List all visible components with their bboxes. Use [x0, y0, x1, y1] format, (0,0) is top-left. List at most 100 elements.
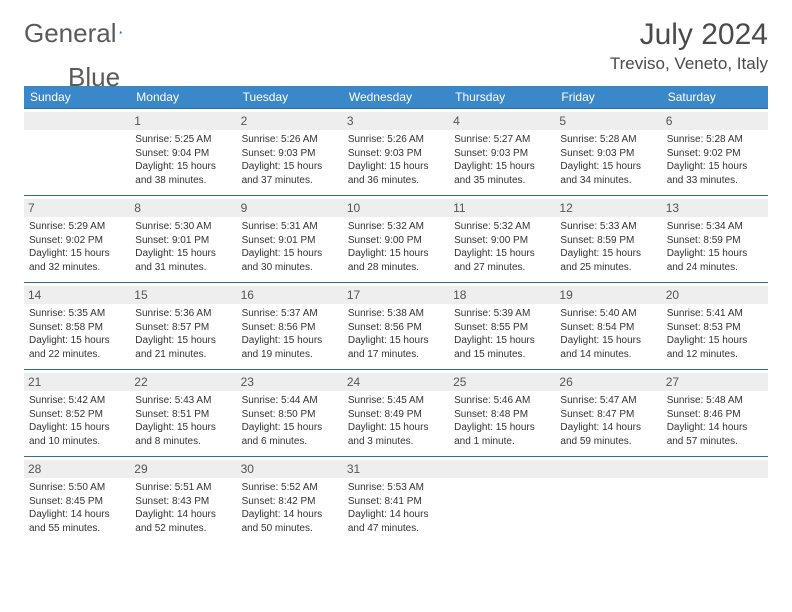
calendar-table: SundayMondayTuesdayWednesdayThursdayFrid…: [24, 86, 768, 543]
day-info: Sunrise: 5:45 AMSunset: 8:49 PMDaylight:…: [348, 394, 444, 448]
day-number: 18: [449, 286, 555, 304]
day-info: Sunrise: 5:32 AMSunset: 9:00 PMDaylight:…: [348, 220, 444, 274]
day-info: Sunrise: 5:53 AMSunset: 8:41 PMDaylight:…: [348, 481, 444, 535]
day-number: 1: [130, 112, 236, 130]
day-number: 14: [24, 286, 130, 304]
calendar-cell: 8Sunrise: 5:30 AMSunset: 9:01 PMDaylight…: [130, 196, 236, 283]
day-number: 6: [662, 112, 768, 130]
day-number: 3: [343, 112, 449, 130]
day-info: Sunrise: 5:35 AMSunset: 8:58 PMDaylight:…: [29, 307, 125, 361]
calendar-cell: [449, 457, 555, 544]
calendar-cell: 6 Sunrise: 5:28 AMSunset: 9:02 PMDaylight…: [662, 109, 768, 196]
day-number: 13: [662, 199, 768, 217]
calendar-cell: 10Sunrise: 5:32 AMSunset: 9:00 PMDayligh…: [343, 196, 449, 283]
day-info: Sunrise: 5:52 AMSunset: 8:42 PMDaylight:…: [242, 481, 338, 535]
calendar-cell: 22Sunrise: 5:43 AMSunset: 8:51 PMDayligh…: [130, 370, 236, 457]
logo-sail-icon: [119, 21, 123, 43]
calendar-cell: [24, 109, 130, 196]
calendar-cell: 21Sunrise: 5:42 AMSunset: 8:52 PMDayligh…: [24, 370, 130, 457]
calendar-week-row: 1Sunrise: 5:25 AMSunset: 9:04 PMDaylight…: [24, 109, 768, 196]
calendar-cell: 5 Sunrise: 5:28 AMSunset: 9:03 PMDaylight…: [555, 109, 661, 196]
calendar-cell: 16Sunrise: 5:37 AMSunset: 8:56 PMDayligh…: [237, 283, 343, 370]
calendar-week-row: 7 Sunrise: 5:29 AMSunset: 9:02 PMDaylight…: [24, 196, 768, 283]
empty-day: [24, 112, 130, 130]
calendar-week-row: 28 Sunrise: 5:50 AMSunset: 8:45 PMDayligh…: [24, 457, 768, 544]
day-number: 8: [130, 199, 236, 217]
calendar-week-row: 14 Sunrise: 5:35 AMSunset: 8:58 PMDayligh…: [24, 283, 768, 370]
calendar-cell: 25Sunrise: 5:46 AMSunset: 8:48 PMDayligh…: [449, 370, 555, 457]
day-header: Tuesday: [237, 86, 343, 109]
day-info: Sunrise: 5:43 AMSunset: 8:51 PMDaylight:…: [135, 394, 231, 448]
day-header: Saturday: [662, 86, 768, 109]
calendar-cell: 29 Sunrise: 5:51 AMSunset: 8:43 PMDayligh…: [130, 457, 236, 544]
calendar-cell: 31 Sunrise: 5:53 AMSunset: 8:41 PMDayligh…: [343, 457, 449, 544]
calendar-cell: 17 Sunrise: 5:38 AMSunset: 8:56 PMDayligh…: [343, 283, 449, 370]
day-number: 28: [24, 460, 130, 478]
day-header: Monday: [130, 86, 236, 109]
day-info: Sunrise: 5:26 AMSunset: 9:03 PMDaylight:…: [242, 133, 338, 187]
title-block: July 2024 Treviso, Veneto, Italy: [610, 18, 768, 74]
day-header: Friday: [555, 86, 661, 109]
day-number: 19: [555, 286, 661, 304]
logo-text-general: General: [24, 18, 117, 49]
calendar-cell: 7 Sunrise: 5:29 AMSunset: 9:02 PMDaylight…: [24, 196, 130, 283]
day-info: Sunrise: 5:27 AMSunset: 9:03 PMDaylight:…: [454, 133, 550, 187]
day-info: Sunrise: 5:48 AMSunset: 8:46 PMDaylight:…: [667, 394, 763, 448]
day-info: Sunrise: 5:36 AMSunset: 8:57 PMDaylight:…: [135, 307, 231, 361]
empty-day: [449, 460, 555, 478]
day-info: Sunrise: 5:51 AMSunset: 8:43 PMDaylight:…: [135, 481, 231, 535]
calendar-cell: 11Sunrise: 5:32 AMSunset: 9:00 PMDayligh…: [449, 196, 555, 283]
calendar-cell: 26 Sunrise: 5:47 AMSunset: 8:47 PMDayligh…: [555, 370, 661, 457]
calendar-cell: [555, 457, 661, 544]
calendar-cell: 28 Sunrise: 5:50 AMSunset: 8:45 PMDayligh…: [24, 457, 130, 544]
day-number: 4: [449, 112, 555, 130]
calendar-body: 1Sunrise: 5:25 AMSunset: 9:04 PMDaylight…: [24, 109, 768, 544]
day-number: 21: [24, 373, 130, 391]
day-number: 27: [662, 373, 768, 391]
calendar-header-row: SundayMondayTuesdayWednesdayThursdayFrid…: [24, 86, 768, 109]
calendar-cell: 15 Sunrise: 5:36 AMSunset: 8:57 PMDayligh…: [130, 283, 236, 370]
calendar-cell: 13Sunrise: 5:34 AMSunset: 8:59 PMDayligh…: [662, 196, 768, 283]
day-number: 9: [237, 199, 343, 217]
day-number: 2: [237, 112, 343, 130]
day-info: Sunrise: 5:38 AMSunset: 8:56 PMDaylight:…: [348, 307, 444, 361]
day-info: Sunrise: 5:28 AMSunset: 9:02 PMDaylight:…: [667, 133, 763, 187]
day-info: Sunrise: 5:28 AMSunset: 9:03 PMDaylight:…: [560, 133, 656, 187]
day-number: 29: [130, 460, 236, 478]
day-info: Sunrise: 5:50 AMSunset: 8:45 PMDaylight:…: [29, 481, 125, 535]
day-number: 5: [555, 112, 661, 130]
day-number: 24: [343, 373, 449, 391]
day-info: Sunrise: 5:44 AMSunset: 8:50 PMDaylight:…: [242, 394, 338, 448]
day-info: Sunrise: 5:37 AMSunset: 8:56 PMDaylight:…: [242, 307, 338, 361]
day-number: 12: [555, 199, 661, 217]
day-number: 31: [343, 460, 449, 478]
day-info: Sunrise: 5:40 AMSunset: 8:54 PMDaylight:…: [560, 307, 656, 361]
day-header: Thursday: [449, 86, 555, 109]
calendar-cell: [662, 457, 768, 544]
calendar-cell: 23Sunrise: 5:44 AMSunset: 8:50 PMDayligh…: [237, 370, 343, 457]
calendar-cell: 14 Sunrise: 5:35 AMSunset: 8:58 PMDayligh…: [24, 283, 130, 370]
day-number: 7: [24, 199, 130, 217]
day-number: 26: [555, 373, 661, 391]
calendar-cell: 27 Sunrise: 5:48 AMSunset: 8:46 PMDayligh…: [662, 370, 768, 457]
day-number: 15: [130, 286, 236, 304]
day-number: 17: [343, 286, 449, 304]
calendar-cell: 4 Sunrise: 5:27 AMSunset: 9:03 PMDaylight…: [449, 109, 555, 196]
day-info: Sunrise: 5:47 AMSunset: 8:47 PMDaylight:…: [560, 394, 656, 448]
day-info: Sunrise: 5:41 AMSunset: 8:53 PMDaylight:…: [667, 307, 763, 361]
day-number: 25: [449, 373, 555, 391]
day-number: 11: [449, 199, 555, 217]
calendar-week-row: 21Sunrise: 5:42 AMSunset: 8:52 PMDayligh…: [24, 370, 768, 457]
calendar-cell: 1Sunrise: 5:25 AMSunset: 9:04 PMDaylight…: [130, 109, 236, 196]
calendar-cell: 18Sunrise: 5:39 AMSunset: 8:55 PMDayligh…: [449, 283, 555, 370]
calendar-cell: 2 Sunrise: 5:26 AMSunset: 9:03 PMDaylight…: [237, 109, 343, 196]
day-header: Wednesday: [343, 86, 449, 109]
day-info: Sunrise: 5:29 AMSunset: 9:02 PMDaylight:…: [29, 220, 125, 274]
month-title: July 2024: [610, 18, 768, 52]
day-number: 20: [662, 286, 768, 304]
calendar-cell: 24 Sunrise: 5:45 AMSunset: 8:49 PMDayligh…: [343, 370, 449, 457]
calendar-cell: 12Sunrise: 5:33 AMSunset: 8:59 PMDayligh…: [555, 196, 661, 283]
calendar-cell: 20 Sunrise: 5:41 AMSunset: 8:53 PMDayligh…: [662, 283, 768, 370]
header: General July 2024 Treviso, Veneto, Italy: [24, 18, 768, 74]
calendar-cell: 30Sunrise: 5:52 AMSunset: 8:42 PMDayligh…: [237, 457, 343, 544]
